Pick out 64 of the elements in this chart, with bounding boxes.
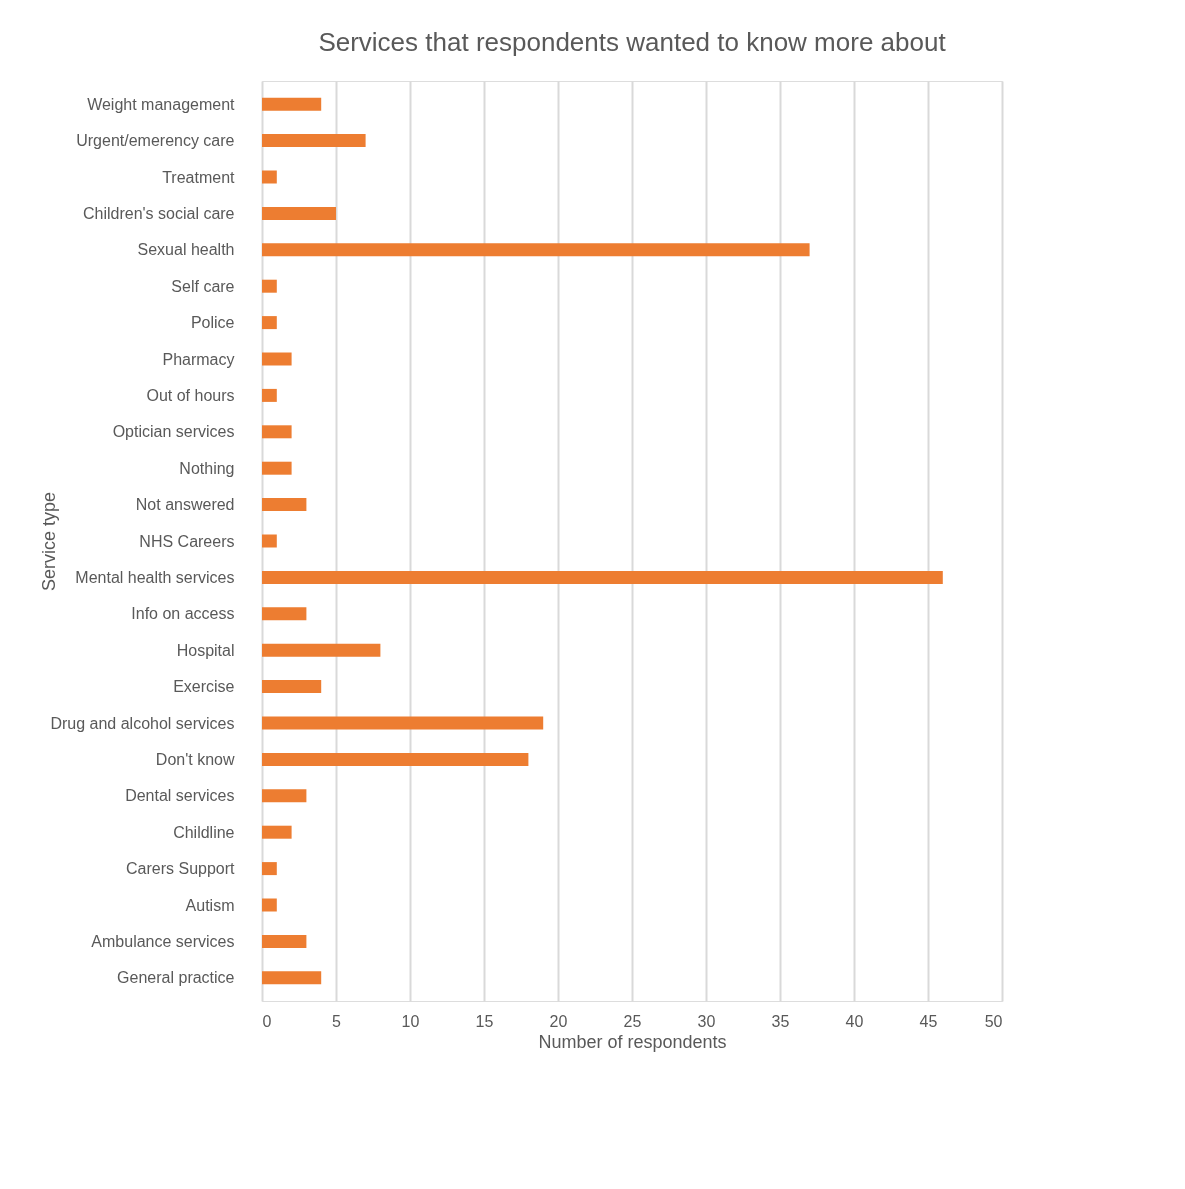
y-tick-label: Info on access (131, 605, 235, 623)
bar (262, 752, 529, 766)
bar (262, 570, 943, 584)
y-tick-label: Mental health services (75, 568, 235, 586)
y-tick-label: Nothing (179, 459, 235, 477)
bar (262, 971, 322, 985)
bar (262, 934, 307, 948)
chart-title: Services that respondents wanted to know more about (318, 27, 947, 57)
y-tick-label: Sexual health (137, 241, 235, 259)
x-tick-label: 15 (475, 1012, 494, 1030)
y-tick-label: Not answered (135, 496, 235, 514)
y-tick-label: Don't know (155, 750, 235, 768)
bar (262, 206, 336, 220)
y-tick-label: Dental services (125, 787, 235, 805)
x-tick-label: 0 (262, 1012, 272, 1030)
bar (262, 425, 292, 439)
y-tick-label: Urgent/emerency care (76, 132, 235, 150)
y-tick-label: Exercise (173, 678, 235, 696)
y-tick-label: Out of hours (146, 386, 235, 404)
bar (262, 97, 322, 111)
x-tick-label: 10 (401, 1012, 420, 1030)
y-tick-label: General practice (117, 969, 235, 987)
bar (262, 680, 322, 694)
bar (262, 279, 277, 293)
y-tick-label: Self care (171, 277, 235, 295)
bar (262, 498, 307, 512)
bar (262, 352, 292, 366)
y-tick-label: Optician services (112, 423, 235, 441)
y-tick-label: NHS Careers (139, 532, 235, 550)
bar (262, 716, 544, 730)
x-tick-label: 30 (697, 1012, 716, 1030)
x-tick-label: 25 (623, 1012, 642, 1030)
bar (262, 461, 292, 475)
bar (262, 316, 277, 330)
y-tick-label: Treatment (162, 168, 236, 186)
x-tick-label: 50 (984, 1012, 1003, 1030)
bar (262, 825, 292, 839)
y-tick-label: Childline (173, 823, 235, 841)
bar (262, 388, 277, 402)
y-tick-label: Weight management (87, 95, 236, 113)
bar (262, 643, 381, 657)
y-tick-label: Carers Support (126, 860, 236, 878)
y-tick-label: Drug and alcohol services (50, 714, 235, 732)
y-tick-label: Autism (185, 896, 235, 914)
y-tick-label: Ambulance services (91, 932, 235, 950)
x-tick-label: 5 (332, 1012, 342, 1030)
x-tick-label: 35 (771, 1012, 790, 1030)
bar (262, 607, 307, 621)
y-tick-label: Hospital (176, 641, 235, 659)
x-tick-label: 20 (549, 1012, 568, 1030)
y-tick-label: Pharmacy (162, 350, 235, 368)
y-tick-label: Children's social care (82, 204, 235, 222)
bar (262, 134, 366, 148)
bar (262, 898, 277, 912)
x-axis-title: Number of respondents (538, 1031, 727, 1052)
x-tick-label: 45 (919, 1012, 938, 1030)
bar (262, 243, 810, 257)
bar (262, 862, 277, 876)
bar (262, 534, 277, 548)
bar (262, 170, 277, 184)
x-tick-label: 40 (845, 1012, 864, 1030)
y-tick-label: Police (190, 314, 235, 332)
y-axis-title: Service type (38, 491, 59, 592)
bar (262, 789, 307, 803)
